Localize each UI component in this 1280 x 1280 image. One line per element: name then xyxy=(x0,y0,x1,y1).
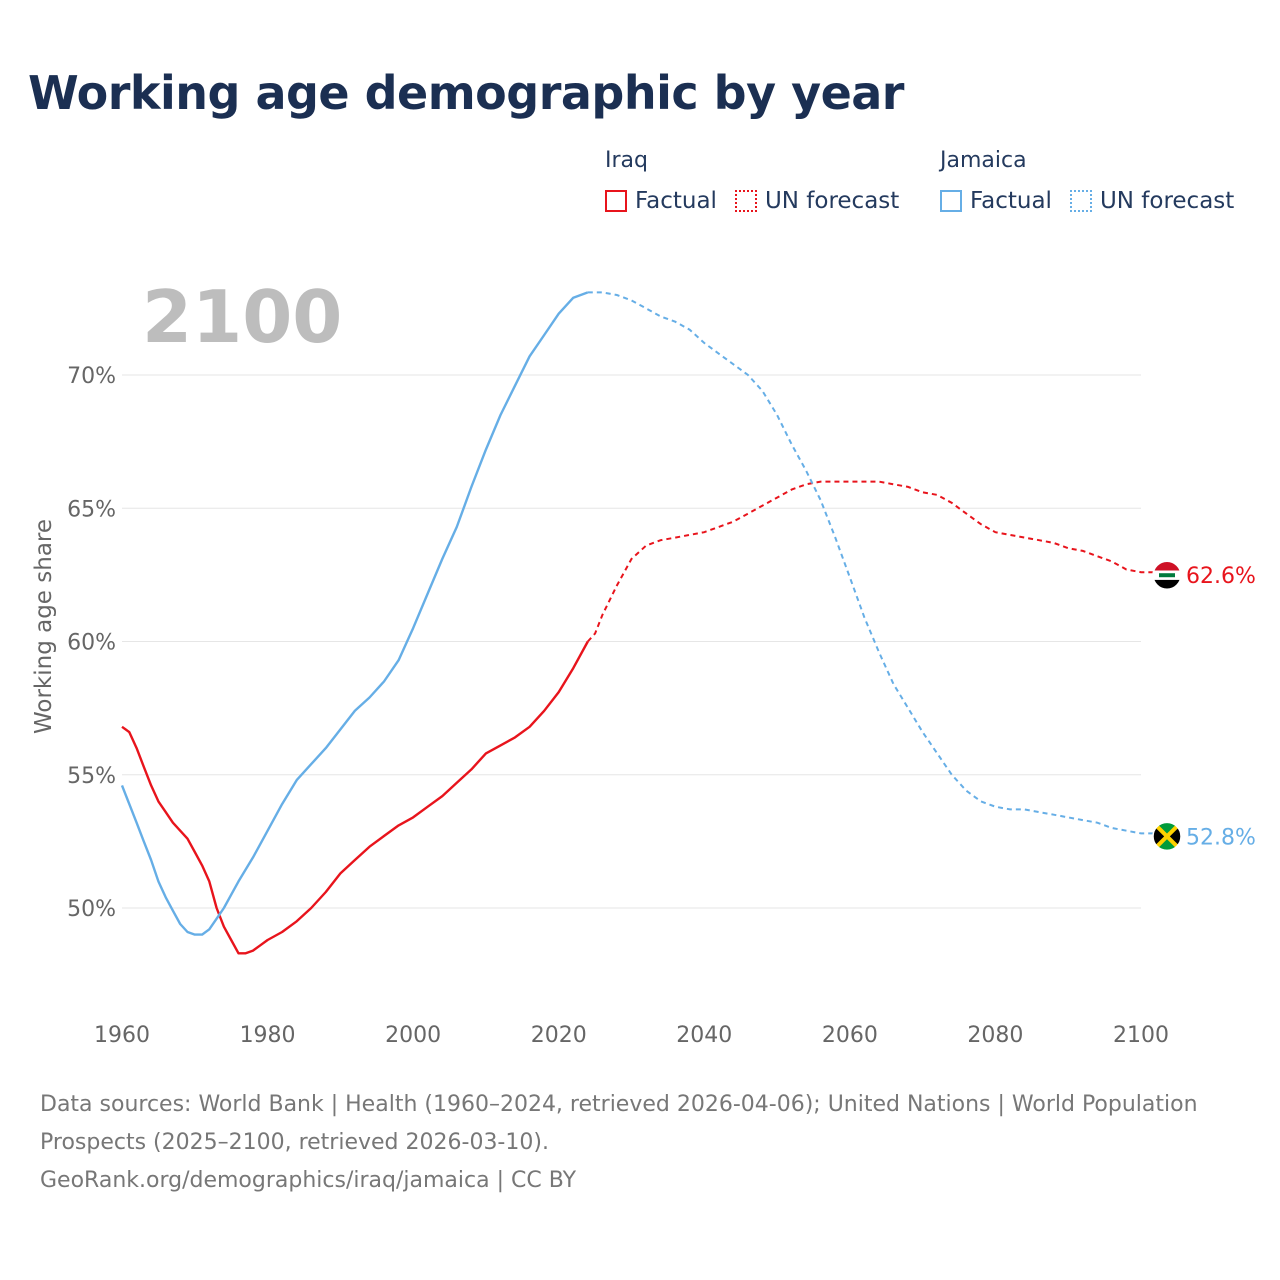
end-value-label-jamaica: 52.8% xyxy=(1186,825,1256,850)
y-axis-label: Working age share xyxy=(31,519,57,734)
x-tick-label: 1960 xyxy=(94,1023,150,1048)
dotted-swatch-icon xyxy=(734,190,757,212)
x-tick-label: 2000 xyxy=(385,1023,441,1048)
legend-label: UN forecast xyxy=(1099,188,1235,214)
legend-item-iraq-factual[interactable]: Factual xyxy=(605,188,717,214)
data-sources: Data sources: World Bank | Health (1960–… xyxy=(40,1092,1198,1155)
jamaica-flag-icon xyxy=(1152,821,1182,852)
legend-label: UN forecast xyxy=(764,188,900,214)
solid-swatch-icon xyxy=(940,190,962,212)
year-watermark: 2100 xyxy=(142,275,342,359)
legend-group-title: Jamaica xyxy=(940,148,1027,173)
dotted-swatch-icon xyxy=(1069,190,1092,212)
y-tick-label: 50% xyxy=(67,897,116,922)
attribution-link[interactable]: GeoRank.org/demographics/iraq/jamaica | … xyxy=(40,1168,577,1193)
x-tick-label: 2060 xyxy=(822,1023,878,1048)
y-tick-label: 60% xyxy=(67,631,116,656)
footer: Data sources: World Bank | Health (1960–… xyxy=(40,1086,1240,1200)
x-tick-label: 2100 xyxy=(1113,1023,1169,1048)
x-tick-label: 2040 xyxy=(676,1023,732,1048)
y-tick-label: 70% xyxy=(67,364,116,389)
x-tick-label: 2080 xyxy=(967,1023,1023,1048)
legend-label: Factual xyxy=(970,188,1052,214)
y-tick-label: 55% xyxy=(67,764,116,789)
legend-group-jamaica: Jamaica Factual UN forecast xyxy=(940,146,1234,214)
legend-group-title: Iraq xyxy=(605,148,648,173)
legend-item-iraq-forecast[interactable]: UN forecast xyxy=(734,188,900,214)
x-tick-label: 2020 xyxy=(531,1023,587,1048)
series-line-iraq-factual[interactable] xyxy=(121,640,589,955)
series-line-jamaica-forecast[interactable] xyxy=(587,291,1155,835)
legend-item-jamaica-forecast[interactable]: UN forecast xyxy=(1069,188,1235,214)
series-line-jamaica-factual[interactable] xyxy=(120,291,589,936)
page-title: Working age demographic by year xyxy=(28,66,905,120)
line-chart: 2100 50% 55% 60% 65% 70% 1960 1980 2000 2020 204… xyxy=(31,275,1256,1048)
legend-label: Factual xyxy=(635,188,717,214)
solid-swatch-icon xyxy=(605,190,627,212)
legend-item-jamaica-factual[interactable]: Factual xyxy=(940,188,1052,214)
iraq-flag-icon xyxy=(1152,560,1182,590)
series-line-iraq-forecast[interactable] xyxy=(587,480,1155,643)
y-tick-label: 65% xyxy=(67,497,116,522)
legend-group-iraq: Iraq Factual UN forecast xyxy=(605,146,917,214)
x-tick-label: 1980 xyxy=(240,1023,296,1048)
end-value-label-iraq: 62.6% xyxy=(1186,564,1256,589)
